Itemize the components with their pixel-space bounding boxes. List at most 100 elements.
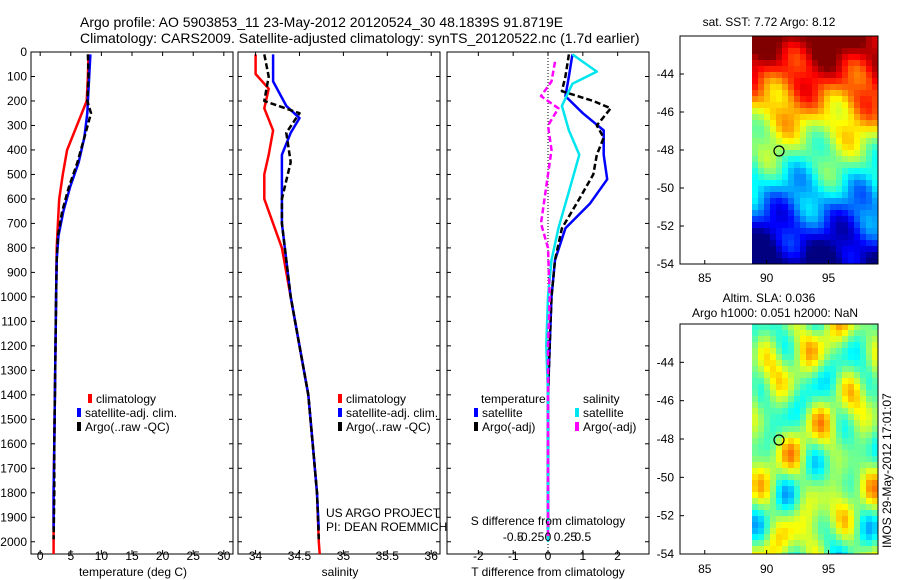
sst-cell	[854, 42, 860, 48]
sla-cell	[836, 324, 842, 330]
sla-cell	[758, 456, 764, 462]
sst-cell	[854, 216, 860, 222]
sla-cell	[794, 378, 800, 384]
sla-cell	[776, 414, 782, 420]
sla-cell	[800, 534, 806, 540]
sst-cell	[830, 252, 836, 258]
sst-cell	[830, 180, 836, 186]
sla-cell	[806, 486, 812, 492]
sst-cell	[800, 78, 806, 84]
sst-cell	[830, 84, 836, 90]
sst-cell	[872, 42, 878, 48]
sst-cell	[764, 114, 770, 120]
project-annotation: US ARGO PROJECT	[326, 506, 441, 520]
sst-cell	[800, 42, 806, 48]
sst-cell	[806, 138, 812, 144]
sla-cell	[812, 432, 818, 438]
sst-cell	[848, 180, 854, 186]
sst-cell	[794, 42, 800, 48]
sla-cell	[776, 426, 782, 432]
sst-cell	[764, 234, 770, 240]
map-x-tick-label: 95	[822, 271, 836, 285]
sst-cell	[860, 252, 866, 258]
sst-cell	[836, 96, 842, 102]
sla-cell	[794, 534, 800, 540]
sla-cell	[794, 432, 800, 438]
sst-cell	[812, 174, 818, 180]
sla-cell	[830, 342, 836, 348]
sla-cell	[818, 414, 824, 420]
sla-cell	[782, 348, 788, 354]
sla-cell	[872, 540, 878, 546]
sla-cell	[824, 390, 830, 396]
sst-cell	[818, 234, 824, 240]
sla-cell	[842, 342, 848, 348]
sla-cell	[800, 336, 806, 342]
sst-cell	[788, 96, 794, 102]
sla-cell	[824, 546, 830, 552]
sst-cell	[872, 216, 878, 222]
sla-cell	[818, 438, 824, 444]
sst-cell	[806, 144, 812, 150]
sla-cell	[776, 444, 782, 450]
sst-cell	[818, 96, 824, 102]
sst-cell	[854, 144, 860, 150]
sla-cell	[830, 552, 836, 554]
sst-cell	[800, 72, 806, 78]
sla-cell	[872, 498, 878, 504]
sla-cell	[830, 510, 836, 516]
sla-cell	[782, 450, 788, 456]
sla-cell	[824, 450, 830, 456]
sla-cell	[818, 516, 824, 522]
sla-cell	[812, 552, 818, 554]
sst-cell	[770, 192, 776, 198]
sla-cell	[764, 462, 770, 468]
sst-cell	[782, 108, 788, 114]
sla-cell	[776, 360, 782, 366]
sst-cell	[848, 72, 854, 78]
sla-cell	[788, 450, 794, 456]
sla-cell	[770, 372, 776, 378]
sla-cell	[764, 408, 770, 414]
sst-cell	[854, 72, 860, 78]
sla-cell	[818, 402, 824, 408]
sst-cell	[854, 36, 860, 42]
sst-cell	[854, 150, 860, 156]
sla-cell	[818, 540, 824, 546]
sst-cell	[764, 150, 770, 156]
sst-cell	[854, 186, 860, 192]
sla-cell	[770, 408, 776, 414]
sla-cell	[830, 486, 836, 492]
sla-cell	[782, 426, 788, 432]
sst-cell	[818, 192, 824, 198]
sst-cell	[860, 228, 866, 234]
sla-cell	[854, 438, 860, 444]
sst-cell	[776, 156, 782, 162]
sla-cell	[872, 546, 878, 552]
sla-cell	[782, 480, 788, 486]
sla-cell	[830, 426, 836, 432]
sla-cell	[752, 360, 758, 366]
sst-cell	[854, 222, 860, 228]
sla-cell	[866, 468, 872, 474]
sst-cell	[752, 90, 758, 96]
sst-cell	[842, 258, 848, 264]
sst-cell	[758, 78, 764, 84]
sla-cell	[764, 414, 770, 420]
sla-cell	[866, 342, 872, 348]
sst-cell	[764, 138, 770, 144]
sla-cell	[812, 378, 818, 384]
sst-cell	[776, 60, 782, 66]
sst-cell	[824, 126, 830, 132]
sst-cell	[788, 60, 794, 66]
sla-cell	[854, 534, 860, 540]
legend-label-s-argo: Argo(-adj)	[583, 420, 636, 434]
sst-cell	[860, 96, 866, 102]
sst-cell	[800, 120, 806, 126]
sst-cell	[848, 126, 854, 132]
sla-cell	[836, 480, 842, 486]
sst-cell	[782, 234, 788, 240]
sst-cell	[764, 102, 770, 108]
